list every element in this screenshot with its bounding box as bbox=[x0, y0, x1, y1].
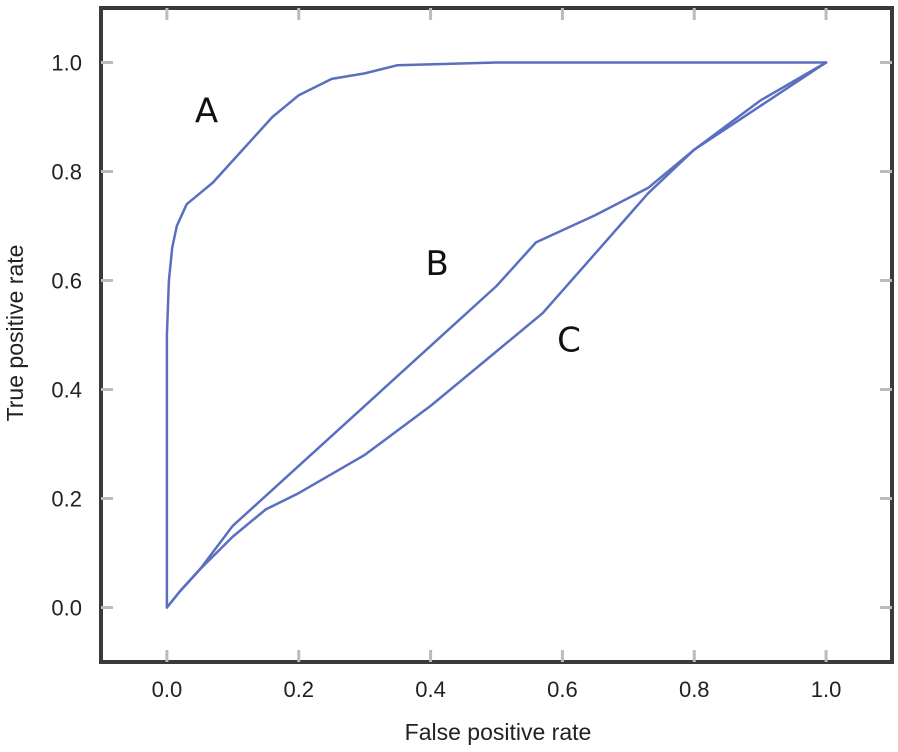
curve-label-b: B bbox=[426, 244, 449, 284]
curve-labels: A B C bbox=[195, 91, 581, 360]
y-tick-label: 1.0 bbox=[51, 51, 82, 76]
x-tick-label: 0.6 bbox=[547, 677, 578, 702]
x-axis-title: False positive rate bbox=[405, 719, 592, 745]
y-axis-title: True positive rate bbox=[2, 245, 28, 422]
roc-curve-a bbox=[165, 61, 828, 609]
x-tick-label: 1.0 bbox=[811, 677, 842, 702]
axis-ticks: 0.0 0.2 0.4 0.6 0.8 1.0 0.0 0.2 0.4 0.6 0.8 1.0 bbox=[51, 8, 892, 702]
x-tick-label: 0.2 bbox=[283, 677, 314, 702]
y-tick-label: 0.4 bbox=[51, 378, 82, 403]
y-tick-label: 0.0 bbox=[51, 596, 82, 621]
roc-curve-c bbox=[165, 61, 828, 609]
curve-label-c: C bbox=[557, 320, 581, 360]
plot-frame bbox=[99, 6, 894, 664]
curve-label-a: A bbox=[195, 91, 218, 131]
x-tick-label: 0.0 bbox=[152, 677, 183, 702]
x-tick-label: 0.8 bbox=[679, 677, 710, 702]
y-tick-label: 0.6 bbox=[51, 269, 82, 294]
y-tick-label: 0.8 bbox=[51, 160, 82, 185]
roc-curves bbox=[165, 61, 828, 609]
x-tick-label: 0.4 bbox=[415, 677, 446, 702]
y-tick-label: 0.2 bbox=[51, 487, 82, 512]
